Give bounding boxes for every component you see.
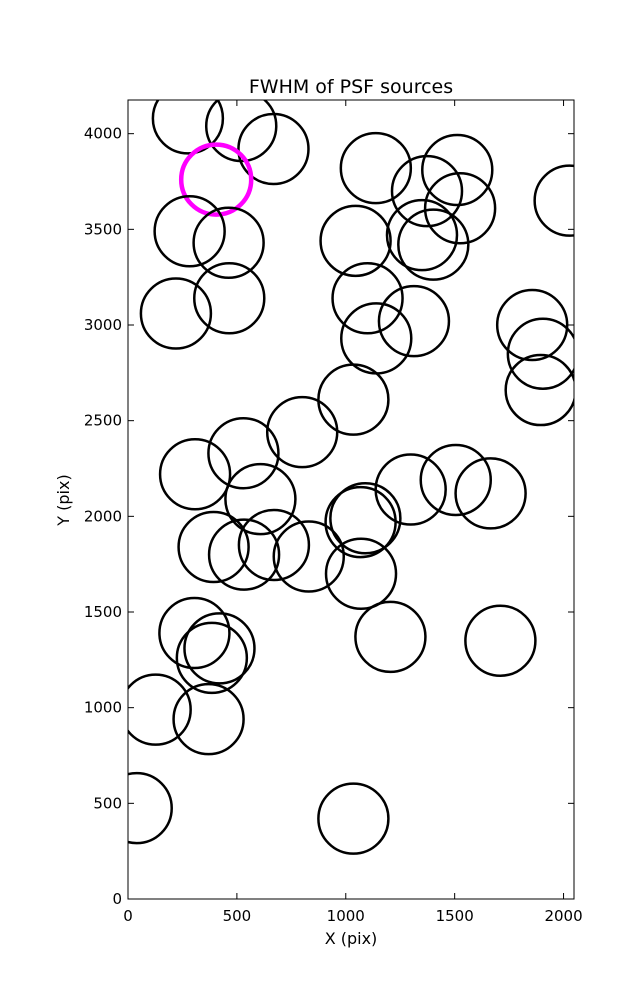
psf-source-marker	[324, 537, 398, 610]
plot-area-frame	[127, 99, 575, 900]
x-axis: 0 500 1000 1500 2000	[123, 100, 583, 925]
marker-layer	[128, 100, 574, 855]
psf-source-marker	[319, 204, 392, 278]
x-tick-label: 500	[223, 907, 252, 925]
psf-source-marker	[317, 782, 390, 855]
psf-source-marker	[421, 133, 494, 207]
psf-source-marker	[390, 154, 464, 228]
chart-title: FWHM of PSF sources	[249, 76, 453, 98]
psf-source-marker	[340, 302, 413, 375]
x-tick-label: 0	[123, 907, 133, 925]
psf-source-marker	[139, 277, 213, 350]
x-tick-label: 2000	[544, 907, 582, 925]
psf-source-marker	[151, 100, 225, 155]
x-tick-label: 1000	[327, 907, 365, 925]
psf-source-marker	[237, 508, 311, 582]
psf-source-marker	[237, 112, 310, 186]
y-axis-label: Y (pix)	[54, 474, 73, 526]
psf-source-marker	[128, 771, 173, 845]
y-tick-label: 4000	[84, 125, 122, 143]
psf-source-marker	[172, 682, 245, 756]
psf-source-marker	[377, 284, 451, 358]
psf-source-marker	[205, 100, 278, 163]
y-tick-label: 1500	[84, 603, 122, 621]
psf-source-marker	[153, 195, 226, 268]
y-tick-label: 3000	[84, 316, 122, 334]
y-tick-label: 3500	[84, 220, 122, 238]
psf-source-marker	[423, 172, 497, 245]
psf-source-marker	[419, 443, 492, 517]
y-axis: 0 500 1000 1500 2000 2500 3000 3500 4000	[84, 125, 574, 908]
psf-source-marker	[533, 164, 574, 237]
psf-source-marker	[464, 604, 537, 677]
y-tick-label: 500	[93, 794, 122, 812]
psf-source-marker	[177, 510, 250, 584]
psf-source-marker	[324, 485, 397, 559]
psf-source-marker	[207, 518, 281, 591]
psf-source-marker	[329, 482, 402, 555]
psf-source-marker	[207, 416, 280, 490]
highlighted-psf-source-marker	[178, 142, 254, 217]
psf-source-marker	[506, 317, 574, 390]
psf-source-marker	[224, 462, 297, 536]
psf-source-marker	[397, 208, 470, 281]
psf-source-marker	[183, 612, 256, 685]
psf-source-marker	[385, 198, 459, 272]
psf-source-marker	[331, 261, 404, 335]
psf-source-marker	[495, 288, 569, 362]
psf-source-marker	[265, 395, 339, 469]
y-tick-label: 2500	[84, 412, 122, 430]
x-axis-label: X (pix)	[325, 929, 378, 948]
psf-source-marker	[175, 621, 249, 695]
psf-source-marker	[454, 457, 527, 530]
psf-source-marker	[192, 206, 265, 279]
psf-source-marker	[504, 353, 574, 427]
psf-source-marker	[354, 600, 427, 674]
psf-source-marker	[158, 596, 231, 670]
y-tick-label: 2000	[84, 507, 122, 525]
x-tick-label: 1500	[436, 907, 474, 925]
psf-source-marker	[339, 131, 413, 205]
y-tick-label: 0	[112, 890, 122, 908]
y-tick-label: 1000	[84, 699, 122, 717]
psf-source-marker	[158, 437, 232, 511]
psf-source-marker	[317, 363, 390, 436]
psf-source-marker	[272, 520, 346, 593]
psf-source-marker	[193, 261, 266, 335]
psf-source-marker	[128, 673, 192, 746]
